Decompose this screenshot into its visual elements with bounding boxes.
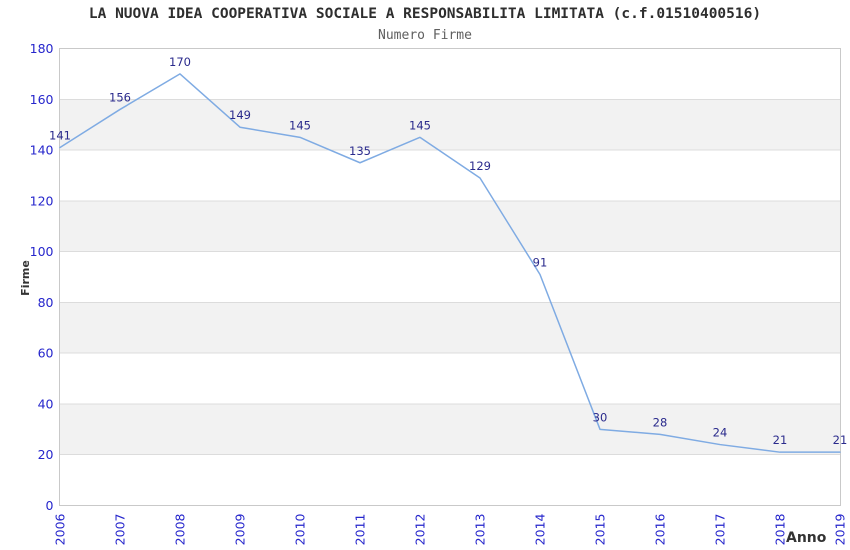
x-tick-label: 2010: [293, 513, 308, 545]
x-tick-label: 2015: [593, 514, 608, 546]
band-group: [59, 99, 841, 455]
y-tick-label: 140: [30, 143, 54, 158]
y-tick-label: 0: [46, 498, 54, 513]
x-tick-label: 2016: [653, 513, 668, 545]
x-tick-label: 2013: [473, 514, 488, 546]
x-tick-label: 2018: [773, 513, 788, 545]
plot-border: [59, 48, 841, 506]
y-tick-label: 100: [30, 244, 54, 259]
y-tick-label: 60: [38, 346, 54, 361]
data-point-label: 135: [349, 144, 371, 158]
x-tick-label: 2011: [353, 514, 368, 546]
grid-band: [59, 99, 841, 151]
data-point-label: 170: [169, 55, 191, 69]
x-axis-title: Anno: [786, 530, 827, 546]
chart-title: LA NUOVA IDEA COOPERATIVA SOCIALE A RESP…: [88, 6, 762, 22]
y-tick-label: 180: [30, 41, 54, 56]
y-axis-title: Firme: [19, 260, 32, 296]
y-tick-label: 160: [30, 92, 54, 107]
x-tick-label: 2017: [713, 514, 728, 546]
data-point-label: 21: [773, 433, 788, 447]
data-series-line: [59, 73, 841, 453]
data-point-label: 141: [49, 129, 71, 143]
data-point-label: 28: [653, 415, 668, 429]
data-point-labels: 141 156 170 149 145 135 145 129 91 30 28 24 21 21: [49, 55, 847, 447]
data-point-label: 91: [533, 255, 548, 269]
data-point-label: 145: [409, 118, 431, 132]
data-point-label: 145: [289, 118, 311, 132]
x-tick-label: 2006: [53, 513, 68, 545]
data-point-label: 21: [833, 433, 848, 447]
y-tick-label: 40: [38, 396, 54, 411]
data-point-label: 30: [593, 410, 608, 424]
chart-subtitle: Numero Firme: [378, 28, 472, 43]
y-tick-label: 120: [30, 193, 54, 208]
x-tick-labels: 2006 2007 2008 2009 2010 2011 2012 2013 2014 2015…: [53, 513, 848, 545]
y-tick-labels: 0 20 40 60 80 100 120 140 160 180: [30, 41, 54, 513]
grid-band: [59, 403, 841, 455]
x-tick-label: 2008: [173, 513, 188, 545]
data-point-label: 129: [469, 159, 491, 173]
x-tick-label: 2012: [413, 514, 428, 546]
x-tick-label: 2014: [533, 513, 548, 545]
grid-band: [59, 302, 841, 354]
data-point-label: 149: [229, 108, 251, 122]
x-tick-label: 2019: [833, 513, 848, 545]
data-point-label: 24: [713, 426, 728, 440]
y-tick-label: 80: [38, 295, 54, 310]
grid-band: [59, 200, 841, 252]
x-tick-label: 2009: [233, 513, 248, 545]
y-tick-label: 20: [38, 447, 54, 462]
data-point-label: 156: [109, 90, 131, 104]
x-tick-label: 2007: [113, 514, 128, 546]
